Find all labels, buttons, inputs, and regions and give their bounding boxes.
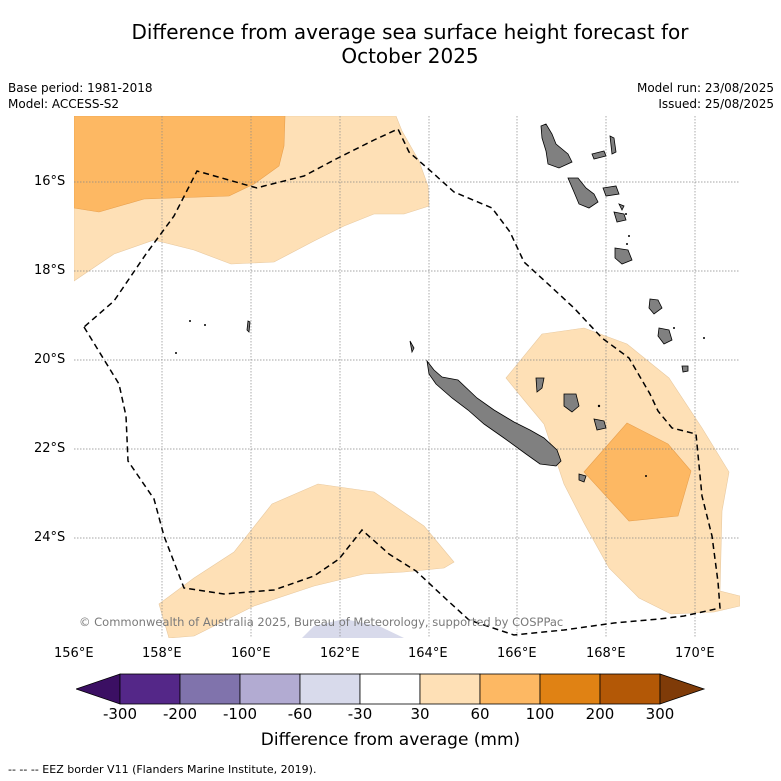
- vanuatu-pentecost: [602, 185, 620, 197]
- loyalty-islands-lifou: [563, 393, 580, 413]
- belep-islands: [409, 340, 415, 354]
- anomaly-neg-30-60: [302, 619, 404, 638]
- loyalty-islands-mare: [593, 418, 607, 431]
- vanuatu-efate: [613, 211, 627, 223]
- vanuatu-aneityum: [657, 327, 673, 345]
- map-title-line2: October 2025: [341, 44, 479, 68]
- landmasses: [246, 123, 689, 483]
- anomaly-60-100-southeast: [583, 422, 692, 522]
- copyright-notice: © Commonwealth of Australia 2025, Bureau…: [79, 615, 563, 629]
- colorbar-tick-label: -60: [287, 705, 313, 723]
- gridlines: [74, 116, 740, 638]
- colorbar-segment: [479, 673, 541, 705]
- vanuatu-small-1: [681, 365, 689, 373]
- colorbar-segment: [179, 673, 241, 705]
- lon-label-158e: 158°E: [142, 646, 182, 661]
- lat-label-16s: 16°S: [34, 174, 66, 189]
- lon-label-170e: 170°E: [675, 646, 715, 661]
- colorbar-tick-label: -30: [347, 705, 373, 723]
- vanuatu-maewo: [609, 135, 617, 155]
- lat-label-20s: 20°S: [34, 352, 66, 367]
- vanuatu-malakula: [567, 177, 599, 209]
- loyalty-islands-ouvea: [535, 377, 545, 393]
- isle-of-pines: [578, 473, 587, 483]
- lat-label-18s: 18°S: [34, 263, 66, 278]
- small-islets: [175, 213, 705, 477]
- colorbar-segment: [539, 673, 601, 705]
- lon-label-164e: 164°E: [408, 646, 448, 661]
- lon-label-166e: 166°E: [497, 646, 537, 661]
- colorbar-tick-label: 100: [525, 705, 555, 723]
- colorbar-tick-label: 60: [470, 705, 490, 723]
- colorbar-segment: [599, 673, 661, 705]
- lon-label-156e: 156°E: [54, 646, 94, 661]
- colorbar-tick-label: 30: [410, 705, 430, 723]
- lat-label-24s: 24°S: [34, 530, 66, 545]
- map-title-line1: Difference from average sea surface heig…: [131, 20, 689, 44]
- lon-label-160e: 160°E: [231, 646, 271, 661]
- colorbar-label: Difference from average (mm): [260, 730, 521, 750]
- issued-date: Issued: 25/08/2025: [658, 97, 774, 111]
- colorbar: [76, 673, 706, 705]
- vanuatu-ambae: [591, 150, 607, 160]
- sea-level-map: © Commonwealth of Australia 2025, Bureau…: [74, 116, 740, 638]
- colorbar-tick-label: 300: [645, 705, 675, 723]
- vanuatu-erromango: [614, 247, 633, 265]
- colorbar-tick-label: -300: [102, 705, 138, 723]
- new-caledonia-island: [426, 359, 562, 467]
- vanuatu-espiritu-santo: [540, 123, 573, 169]
- eez-border: [83, 128, 721, 636]
- lon-label-162e: 162°E: [320, 646, 360, 661]
- lon-label-168e: 168°E: [586, 646, 626, 661]
- colorbar-tick-label: -100: [222, 705, 258, 723]
- vanuatu-tanna: [648, 298, 663, 315]
- colorbar-tick-label: -200: [162, 705, 198, 723]
- colorbar-segment: [119, 673, 181, 705]
- colorbar-segment: [419, 673, 481, 705]
- anomaly-30-60-southwest: [158, 483, 455, 638]
- colorbar-tick-label: 200: [585, 705, 615, 723]
- lat-label-22s: 22°S: [34, 441, 66, 456]
- anomaly-60-100-north: [74, 116, 286, 213]
- colorbar-segment: [359, 673, 421, 705]
- eez-legend-note: -- -- -- EEZ border V11 (Flanders Marine…: [8, 763, 317, 776]
- base-period: Base period: 1981-2018: [8, 81, 153, 95]
- colorbar-extend-max: [659, 673, 706, 705]
- model-run: Model run: 23/08/2025: [636, 81, 774, 95]
- colorbar-segment: [299, 673, 361, 705]
- chesterfield-islet: [246, 320, 251, 333]
- colorbar-segment: [239, 673, 301, 705]
- vanuatu-shepherd: [618, 203, 625, 211]
- model-name: Model: ACCESS-S2: [8, 97, 120, 111]
- colorbar-extend-min: [76, 673, 121, 705]
